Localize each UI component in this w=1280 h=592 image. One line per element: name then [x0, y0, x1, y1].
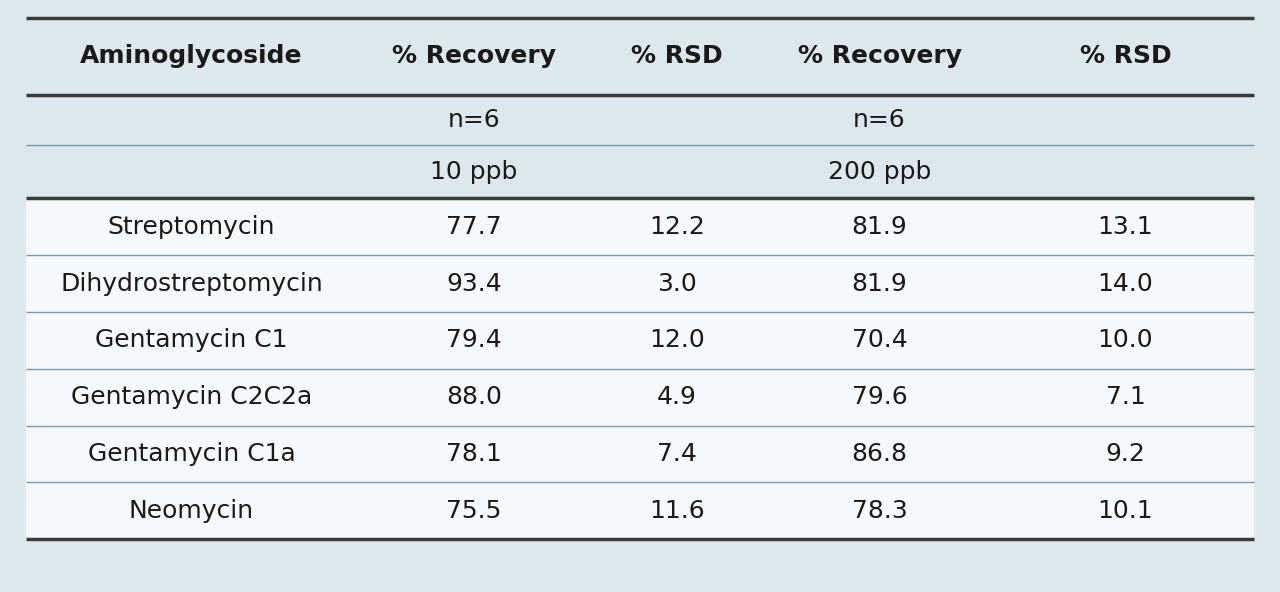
Text: 78.3: 78.3 [851, 499, 908, 523]
Text: 7.1: 7.1 [1106, 385, 1146, 409]
Text: 81.9: 81.9 [851, 215, 908, 239]
Text: 11.6: 11.6 [649, 499, 705, 523]
Text: 200 ppb: 200 ppb [828, 160, 932, 184]
Bar [26, 312, 1254, 369]
Text: 12.0: 12.0 [649, 329, 705, 352]
Text: 79.4: 79.4 [447, 329, 502, 352]
Bar [26, 95, 1254, 145]
Bar [26, 18, 1254, 95]
Text: 79.6: 79.6 [851, 385, 908, 409]
Text: 3.0: 3.0 [657, 272, 696, 295]
Text: 10.1: 10.1 [1097, 499, 1153, 523]
Text: 86.8: 86.8 [851, 442, 908, 466]
Bar [26, 482, 1254, 539]
Text: Streptomycin: Streptomycin [108, 215, 275, 239]
Text: 10 ppb: 10 ppb [430, 160, 518, 184]
Text: 12.2: 12.2 [649, 215, 705, 239]
Text: 78.1: 78.1 [447, 442, 502, 466]
Text: Aminoglycoside: Aminoglycoside [81, 44, 303, 68]
Text: Gentamycin C1: Gentamycin C1 [95, 329, 288, 352]
Bar [26, 198, 1254, 255]
Text: Gentamycin C1a: Gentamycin C1a [87, 442, 296, 466]
Text: 88.0: 88.0 [447, 385, 502, 409]
Text: 81.9: 81.9 [851, 272, 908, 295]
Text: % Recovery: % Recovery [797, 44, 961, 68]
Text: Dihydrostreptomycin: Dihydrostreptomycin [60, 272, 323, 295]
Text: 13.1: 13.1 [1097, 215, 1153, 239]
Bar [26, 145, 1254, 198]
Text: 14.0: 14.0 [1097, 272, 1153, 295]
Bar [26, 255, 1254, 312]
Text: n=6: n=6 [854, 108, 906, 132]
Bar [26, 426, 1254, 482]
Text: Gentamycin C2C2a: Gentamycin C2C2a [70, 385, 312, 409]
Text: 4.9: 4.9 [657, 385, 696, 409]
Text: 9.2: 9.2 [1106, 442, 1146, 466]
Text: % RSD: % RSD [1079, 44, 1171, 68]
Text: 77.7: 77.7 [447, 215, 502, 239]
Text: Neomycin: Neomycin [129, 499, 253, 523]
Text: % RSD: % RSD [631, 44, 723, 68]
Text: 70.4: 70.4 [851, 329, 908, 352]
Text: 75.5: 75.5 [447, 499, 502, 523]
Text: 7.4: 7.4 [657, 442, 696, 466]
Text: % Recovery: % Recovery [392, 44, 556, 68]
Text: 10.0: 10.0 [1097, 329, 1153, 352]
Text: 93.4: 93.4 [447, 272, 502, 295]
Bar [26, 369, 1254, 426]
Text: n=6: n=6 [448, 108, 500, 132]
